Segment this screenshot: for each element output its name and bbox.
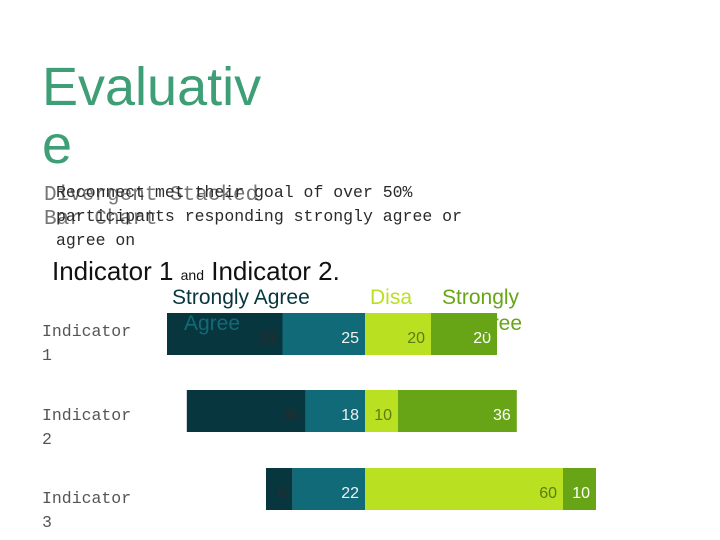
data-label-agree-indicator-3: 22 [341,485,359,502]
data-label-disagree-indicator-1: 20 [407,330,425,347]
bar-agree-indicator-2 [305,390,365,432]
legend-disagree-line1: Disa [370,286,413,309]
bar-strongly-disagree-indicator-3 [563,468,596,510]
slide-title: Evaluativ e [42,58,282,174]
bar-disagree-indicator-1 [365,313,431,355]
data-label-strongly-disagree-indicator-1: 20 [473,330,491,347]
legend-strongly-agree-line2: Agree [184,312,241,335]
bar-strongly-agree-indicator-1 [167,313,283,355]
legend-strongly-disagree-line2: Disagree [438,312,523,335]
slide-title-line2: e [42,115,73,175]
slide-title-line1: Evaluativ [42,57,262,117]
data-label-strongly-agree-indicator-1: 35 [259,330,277,347]
bar-strongly-agree-indicator-3 [266,468,293,510]
data-label-agree-indicator-2: 18 [341,407,359,424]
bar-disagree-indicator-2 [365,390,398,432]
legend-strongly-agree-line1: Strongly Agree [172,285,352,311]
data-label-disagree-indicator-2: 10 [374,407,392,424]
bar-strongly-agree-indicator-2 [186,390,306,432]
data-label-disagree-indicator-3: 60 [539,485,557,502]
description-text: Reconnect met their goal of over 50% par… [56,183,462,250]
data-label-strongly-disagree-indicator-3: 10 [572,485,590,502]
indicator-heading-part2: Indicator 2. [204,256,340,286]
row-label-indicator-3: Indicator 3 [42,489,132,532]
legend-strongly-disagree-line1: Strongly [442,286,520,309]
data-label-strongly-agree-indicator-3: 8 [277,485,286,502]
legend-disagree: Disa gree [370,285,430,337]
legend-strongly-agree: Strongly Agree Agree [172,285,352,337]
bar-strongly-disagree-indicator-1 [431,313,497,355]
bar-strongly-disagree-indicator-2 [398,390,517,432]
chart-subtitle-line2: Bar Chart [44,208,158,231]
legend-strongly-disagree: Strongly Disagree [438,285,552,337]
bar-disagree-indicator-3 [365,468,563,510]
row-label-indicator-2: Indicator 2 [42,406,132,449]
data-label-agree-indicator-1: 25 [341,330,359,347]
indicator-heading-part1: Indicator 1 [52,256,181,286]
data-label-strongly-agree-indicator-2: 36 [282,407,300,424]
legend-disagree-line2: gree [370,312,413,335]
bar-agree-indicator-3 [292,468,365,510]
indicator-heading-and: and [180,267,204,283]
chart-subtitle-line1: Divergent Stacked [44,184,259,207]
legend-strongly-agree-label: Strongly Agree [172,286,310,309]
indicator-heading: Indicator 1 and Indicator 2. [52,256,340,287]
data-label-strongly-disagree-indicator-2: 36 [493,407,511,424]
bar-agree-indicator-1 [282,313,365,355]
row-label-indicator-1: Indicator 1 [42,322,132,365]
